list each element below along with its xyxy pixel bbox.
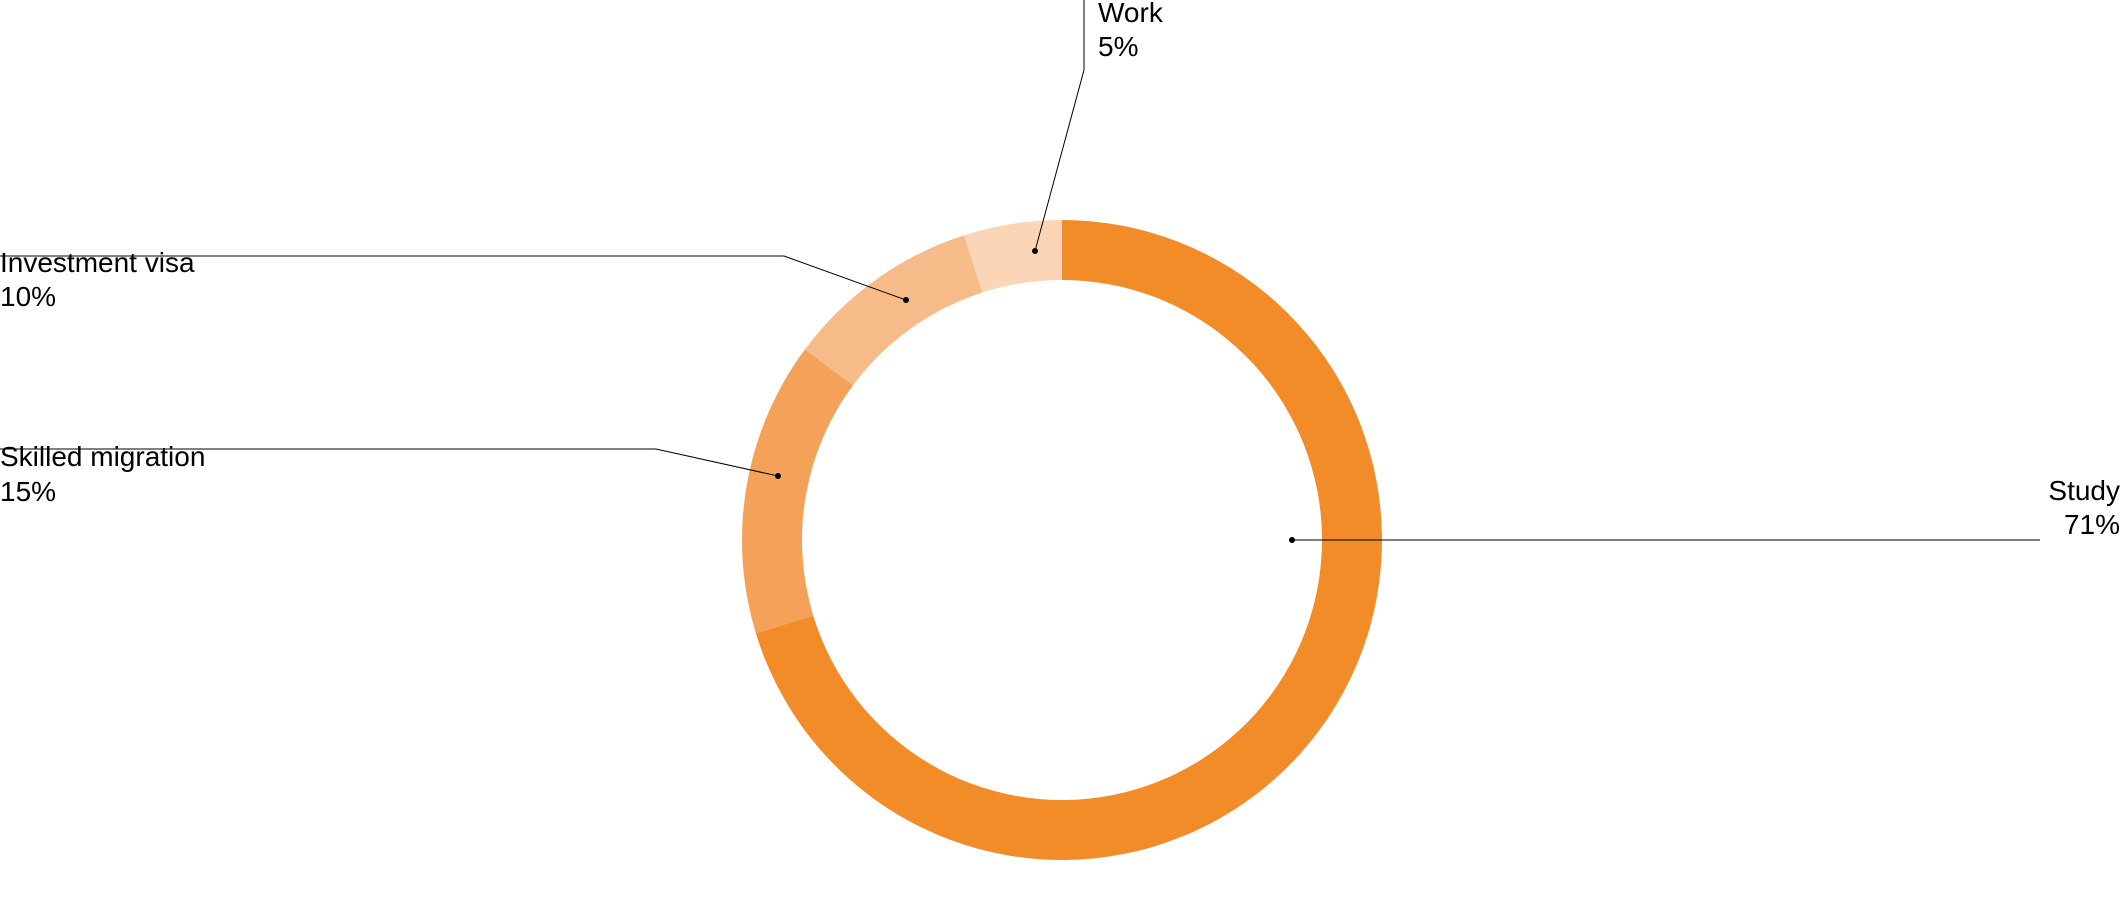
- donut-chart: Study71% Skilled migration 15% Investment v…: [0, 0, 2125, 901]
- leader-dot-work: [1032, 248, 1038, 254]
- leader-dot-skilled: [775, 473, 781, 479]
- label-investment: Investment visa: [0, 247, 195, 278]
- leader-dot-study: [1289, 537, 1295, 543]
- label-study: Study: [2048, 475, 2120, 506]
- donut-slices: [742, 220, 1382, 860]
- slice-investment: [805, 235, 983, 385]
- label-work: Work: [1098, 0, 1164, 28]
- value-study: 71%: [2064, 509, 2120, 540]
- value-work: 5%: [1098, 31, 1138, 62]
- label-skilled: Skilled migration: [0, 441, 205, 472]
- slice-skilled: [742, 350, 853, 634]
- value-investment: 10%: [0, 281, 56, 312]
- leader-line-work: [1035, 0, 1084, 251]
- value-skilled: 15%: [0, 476, 56, 507]
- leader-dot-investment: [903, 297, 909, 303]
